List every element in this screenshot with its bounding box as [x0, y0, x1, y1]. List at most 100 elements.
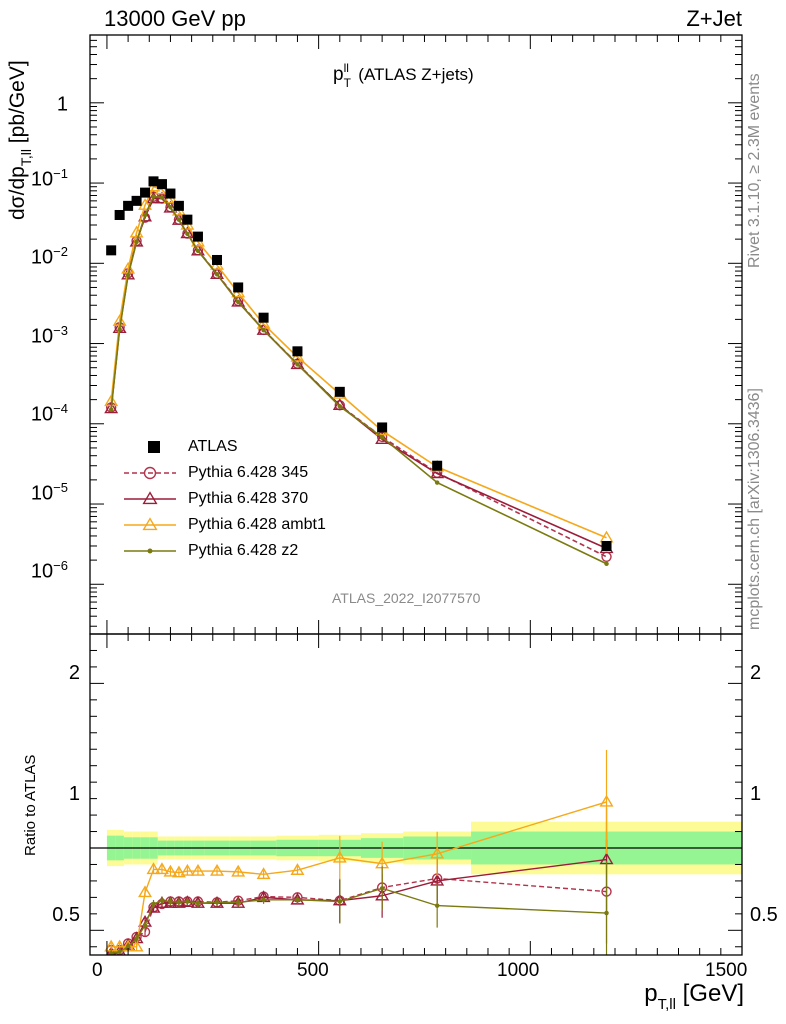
atlas-data-point: [377, 422, 388, 433]
main-data-point: [256, 322, 271, 335]
ratio-data-point: [604, 910, 609, 916]
ratio-data-point: [129, 939, 144, 952]
atlas-data-point: [334, 386, 345, 397]
ratio-data-point: [185, 899, 190, 904]
main-data-point: [163, 200, 178, 213]
main-ylabel-main: dσ/dp: [6, 166, 29, 220]
ratio-data-point: [168, 899, 173, 904]
atlas-data-point: [114, 209, 125, 220]
main-data-point: [231, 294, 246, 307]
ratio-data-point: [138, 885, 153, 898]
main-data-point: [604, 561, 609, 567]
main-y-tick-label: 10−1: [30, 166, 68, 191]
plot-title-sup: ll: [343, 61, 349, 75]
main-data-point: [108, 407, 114, 412]
ratio-y-tick-label-right: 2: [750, 662, 762, 684]
ratio-data-point: [235, 900, 241, 905]
atlas-data-point: [148, 176, 159, 187]
atlas-data-point: [212, 254, 223, 265]
ratio-data-point: [176, 900, 182, 905]
ratio-data-point: [214, 900, 220, 905]
main-y-tick-label: 1: [56, 93, 68, 116]
main-ylabel-sub: T,ll: [18, 149, 34, 167]
main-data-point: [129, 234, 144, 247]
atlas-data-point: [156, 179, 167, 190]
legend-marker: [147, 548, 153, 554]
main-data-point: [210, 267, 224, 279]
main-data-point: [125, 272, 131, 278]
main-data-point: [337, 404, 343, 409]
main-y-tick-label: 10−4: [30, 401, 68, 426]
legend-marker: [142, 517, 158, 531]
main-data-point: [195, 248, 201, 254]
ratio-data-point: [290, 863, 305, 875]
main-data-point: [168, 204, 173, 210]
main-data-point: [290, 357, 305, 370]
legend-marker: [148, 441, 160, 453]
ratio-y-tick-label-right: 0.5: [750, 904, 778, 926]
main-y-tick-label: 10−3: [30, 323, 68, 348]
ratio-data-point: [180, 863, 195, 876]
main-y-tick-label: 10−5: [30, 480, 68, 505]
legend-label: Pythia 6.428 370: [188, 490, 309, 507]
main-data-point: [138, 198, 153, 210]
ratio-data-point: [146, 862, 161, 875]
main-data-point: [117, 327, 122, 332]
x-tick-label: 1000: [497, 960, 540, 981]
x-tick-label: 1500: [705, 960, 748, 981]
main-data-point: [146, 191, 161, 204]
plot-title-main: p: [333, 64, 344, 85]
axis-ticks: [90, 34, 743, 955]
ratio-data-point: [290, 892, 305, 905]
ratio-data-point: [171, 865, 186, 878]
x-tick-label: 500: [297, 960, 329, 981]
legend-label: Pythia 6.428 ambt1: [188, 516, 326, 533]
main-data-point: [142, 212, 148, 218]
x-axis-label-main: p: [644, 980, 658, 1007]
main-data-point: [375, 432, 390, 445]
ratio-data-point: [434, 903, 440, 908]
main-data-point: [185, 231, 190, 237]
plot-frames: [89, 34, 743, 956]
main-data-point: [261, 327, 266, 333]
atlas-data-point: [233, 282, 244, 293]
main-series-line: [110, 185, 607, 539]
legend-label: Pythia 6.428 345: [188, 464, 309, 481]
mcplots-label: mcplots.cern.ch [arXiv:1306.3436]: [746, 388, 763, 630]
ratio-data-point: [261, 897, 266, 903]
ratio-data-point: [108, 951, 114, 955]
atlas-data-point: [182, 214, 193, 225]
main-data-point: [104, 401, 119, 414]
main-ylabel: dσ/dpT,ll [pb/GeV]: [6, 60, 34, 220]
plot-title: p ll T (ATLAS Z+jets): [333, 61, 474, 90]
ratio-series-line: [111, 877, 607, 951]
main-series-line: [110, 197, 607, 550]
legend-markers: [124, 441, 176, 554]
ratio-data-point: [210, 863, 224, 876]
plot-title-rest: (ATLAS Z+jets): [353, 65, 474, 84]
main-data-point: [235, 299, 241, 305]
ratio-data-point: [125, 944, 131, 950]
plot-title-sub: T: [343, 76, 351, 90]
ratio-data-point: [379, 886, 385, 891]
ratio-data-point: [163, 864, 178, 877]
atlas-data-point: [192, 231, 203, 242]
ratio-data-point: [256, 867, 271, 880]
ratio-data-point: [599, 794, 614, 807]
main-data-point: [171, 213, 186, 225]
legend-label: ATLAS: [188, 438, 238, 455]
main-y-tick-label: 10−2: [30, 244, 68, 269]
analysis-watermark: ATLAS_2022_I2077570: [332, 590, 481, 606]
x-axis-label-sub: T,ll: [657, 996, 676, 1013]
legend-marker: [143, 466, 157, 480]
main-data-point: [295, 362, 300, 367]
ratio-data-point: [430, 846, 445, 859]
ratio-y-tick-label: 1: [68, 783, 80, 805]
main-data-point: [159, 195, 165, 200]
ratio-data-point: [117, 949, 122, 954]
main-data-point: [151, 194, 156, 199]
atlas-data-point: [258, 312, 269, 323]
atlas-data-point: [165, 188, 176, 199]
legend-marker: [142, 491, 158, 505]
ratio-ylabel: Ratio to ATLAS: [22, 754, 39, 856]
